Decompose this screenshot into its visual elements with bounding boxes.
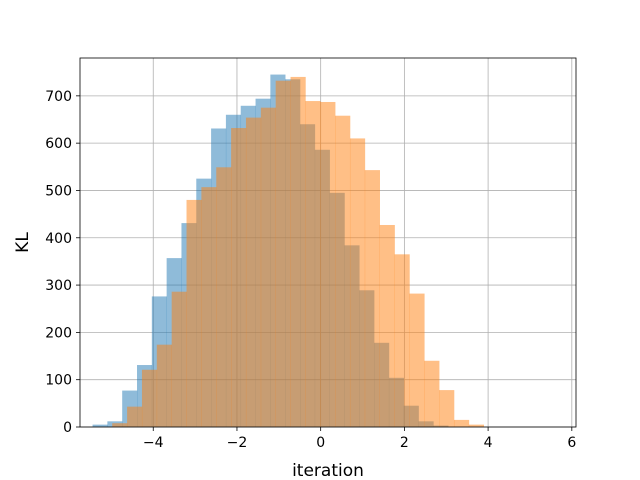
histogram-bar xyxy=(92,424,108,427)
histogram-bar xyxy=(171,291,187,427)
y-tick-label: 0 xyxy=(63,420,72,436)
histogram-bar xyxy=(320,101,336,427)
histogram-bar xyxy=(379,224,395,427)
histogram-bar xyxy=(468,424,485,427)
y-tick-label: 600 xyxy=(45,136,72,152)
histogram-bar xyxy=(127,406,143,427)
bars xyxy=(92,74,485,428)
x-tick-label: −2 xyxy=(227,435,248,451)
series-2 xyxy=(112,76,485,428)
axes-frame xyxy=(79,57,577,428)
histogram-bar xyxy=(260,107,276,427)
histogram-bar xyxy=(216,167,232,427)
x-axis-label: iteration xyxy=(292,461,364,480)
y-tick-label: 300 xyxy=(45,278,72,294)
y-axis-label: KL xyxy=(13,232,33,253)
x-tick-label: 4 xyxy=(484,435,493,451)
histogram-bar xyxy=(245,117,262,427)
x-tick-label: 0 xyxy=(316,435,325,451)
histogram-bar xyxy=(439,390,455,427)
histogram-bar xyxy=(201,187,217,427)
ticks: −4 −2 0 2 4 6 0 100 200 300 400 500 600 700 xyxy=(45,89,576,451)
y-tick-label: 200 xyxy=(45,325,72,341)
histogram-bar xyxy=(364,170,380,427)
histogram-bar xyxy=(424,360,440,427)
histogram-bar xyxy=(275,80,291,427)
x-tick-label: −4 xyxy=(143,435,164,451)
x-tick-label: 2 xyxy=(400,435,409,451)
histogram-bar xyxy=(231,128,247,427)
histogram-bar xyxy=(394,254,410,427)
y-tick-label: 400 xyxy=(45,231,72,247)
y-tick-label: 500 xyxy=(45,183,72,199)
histogram-bar xyxy=(335,115,351,427)
histogram-bar xyxy=(112,423,128,427)
histogram-bar xyxy=(156,344,172,427)
histogram-bar xyxy=(141,369,158,427)
histogram-bar xyxy=(305,101,321,428)
histogram-bar xyxy=(409,293,425,427)
x-tick-label: 6 xyxy=(567,435,576,451)
histogram-bar xyxy=(186,199,202,427)
y-tick-label: 700 xyxy=(45,89,72,105)
histogram-bar xyxy=(453,419,470,427)
y-tick-label: 100 xyxy=(45,373,72,389)
histogram-bar xyxy=(290,76,306,427)
histogram-bar xyxy=(349,138,366,427)
